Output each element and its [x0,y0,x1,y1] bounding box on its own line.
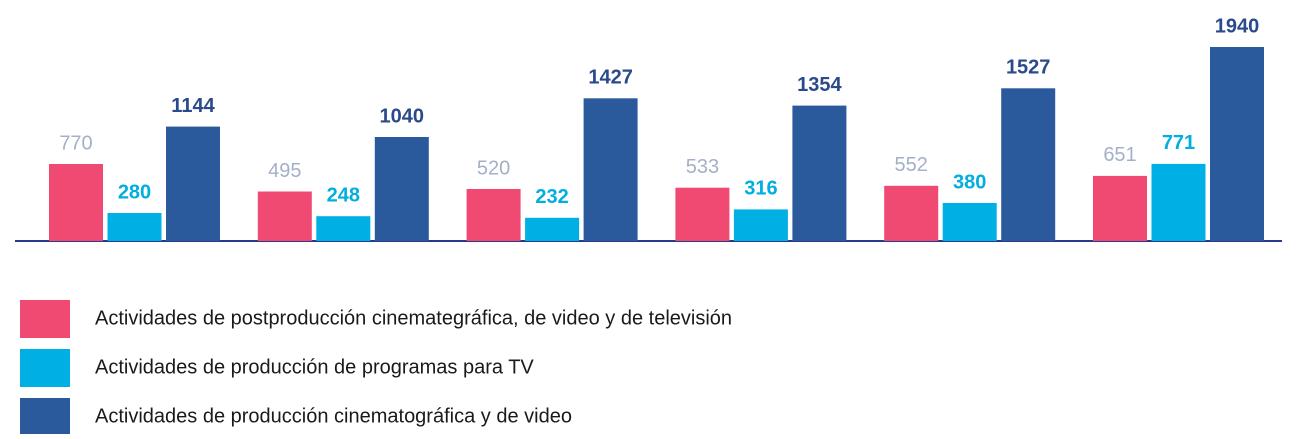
bar [257,191,312,241]
data-label: 380 [953,171,986,193]
data-label: 770 [59,132,92,154]
legend-label: Actividades de postproducción cinemategr… [95,307,732,329]
bar [49,164,103,241]
bar [1151,163,1206,241]
data-label: 316 [744,178,777,200]
data-label: 771 [1162,132,1195,154]
data-label: 520 [477,157,510,179]
bar [583,98,638,241]
bar [792,105,847,241]
bar [466,189,521,241]
bar [1001,88,1056,241]
bar [374,137,429,241]
bar [107,213,162,241]
data-label: 495 [268,160,301,182]
data-label: 1527 [1006,57,1051,79]
data-label: 552 [895,154,928,176]
legend-label: Actividades de producción de programas p… [95,356,534,378]
data-label: 533 [686,156,719,178]
legend-swatch [20,300,70,338]
legend-swatch [20,349,70,387]
bar [942,203,997,241]
bar [1093,175,1147,241]
bar [1210,47,1264,241]
data-label: 1354 [797,74,842,96]
data-label: 1940 [1215,15,1260,37]
bar [316,216,371,241]
bar [166,126,220,241]
bar [675,187,730,241]
bar [884,185,939,241]
data-label: 651 [1103,144,1136,166]
data-label: 1040 [380,105,425,127]
data-label: 280 [118,181,151,203]
bar [733,209,788,241]
data-label: 248 [327,184,360,206]
legend-label: Actividades de producción cinematográfic… [95,405,572,427]
data-label: 1427 [588,67,633,89]
bar [525,217,580,241]
data-label: 1144 [171,95,215,117]
data-label: 232 [535,186,568,208]
legend-swatch [20,398,70,436]
